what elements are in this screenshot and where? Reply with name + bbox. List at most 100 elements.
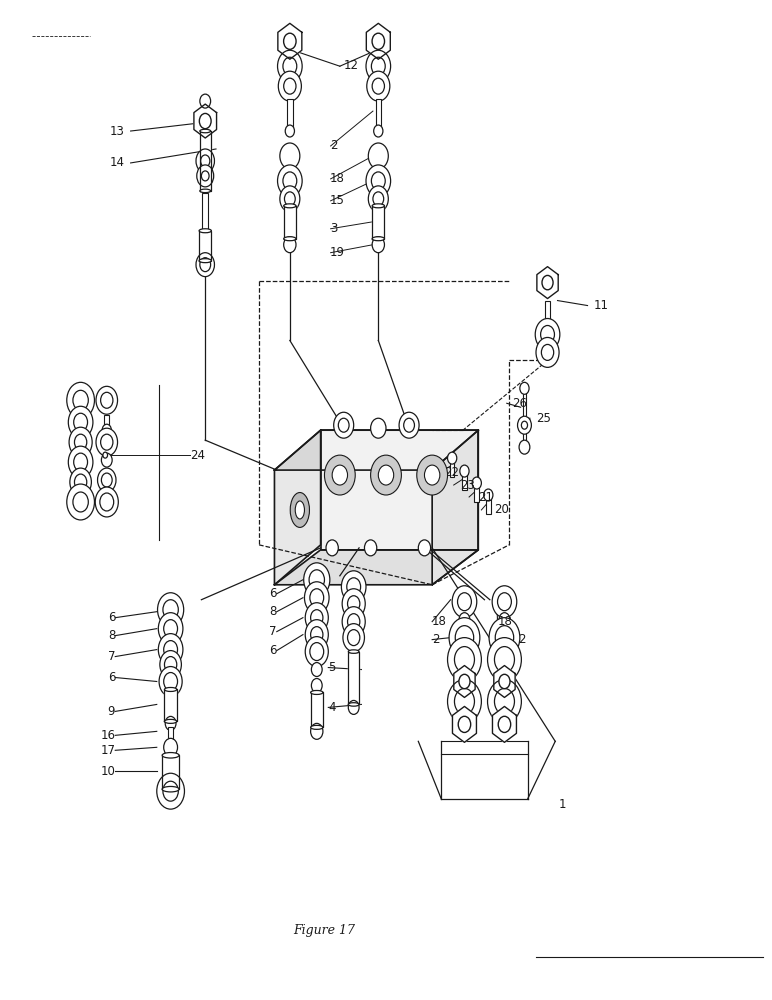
Ellipse shape: [283, 204, 296, 208]
Bar: [202, 193, 208, 231]
Text: 16: 16: [100, 729, 115, 742]
Circle shape: [368, 186, 388, 212]
Circle shape: [74, 434, 86, 450]
Circle shape: [157, 593, 184, 627]
Circle shape: [367, 71, 390, 101]
Circle shape: [521, 421, 527, 429]
Circle shape: [371, 172, 385, 190]
Circle shape: [304, 582, 329, 614]
Bar: [523, 390, 527, 445]
Ellipse shape: [348, 650, 359, 653]
Text: 7: 7: [108, 650, 115, 663]
Circle shape: [540, 325, 554, 343]
Polygon shape: [452, 706, 476, 742]
Circle shape: [102, 424, 111, 436]
Circle shape: [100, 392, 113, 408]
Circle shape: [285, 125, 294, 137]
Circle shape: [159, 667, 182, 696]
Text: 5: 5: [328, 661, 336, 674]
Circle shape: [347, 596, 360, 612]
Circle shape: [455, 688, 475, 714]
Circle shape: [488, 680, 521, 723]
Text: 13: 13: [110, 125, 124, 138]
Circle shape: [163, 781, 178, 801]
Text: Figure 17: Figure 17: [293, 924, 355, 937]
Circle shape: [164, 620, 178, 638]
Ellipse shape: [162, 786, 179, 792]
Circle shape: [283, 57, 296, 75]
Circle shape: [279, 143, 300, 169]
Circle shape: [100, 493, 113, 511]
Circle shape: [283, 237, 296, 253]
Text: 8: 8: [108, 629, 115, 642]
Polygon shape: [367, 23, 391, 59]
Polygon shape: [164, 689, 177, 721]
Circle shape: [100, 434, 113, 450]
Circle shape: [101, 453, 112, 467]
Circle shape: [371, 455, 401, 495]
Circle shape: [348, 700, 359, 714]
Circle shape: [324, 455, 355, 495]
Ellipse shape: [348, 703, 359, 706]
Circle shape: [200, 258, 211, 272]
Circle shape: [458, 593, 472, 611]
Circle shape: [73, 390, 88, 410]
Bar: [287, 99, 293, 129]
Polygon shape: [275, 430, 320, 585]
Circle shape: [164, 657, 177, 673]
Circle shape: [371, 57, 385, 75]
Circle shape: [372, 78, 384, 94]
Circle shape: [101, 473, 112, 487]
Circle shape: [495, 626, 513, 650]
Text: 12: 12: [344, 59, 359, 72]
Text: 19: 19: [330, 246, 345, 259]
Circle shape: [68, 446, 93, 478]
Circle shape: [460, 465, 469, 477]
Circle shape: [305, 603, 328, 633]
Circle shape: [448, 452, 457, 464]
Circle shape: [158, 613, 183, 645]
Circle shape: [488, 638, 521, 681]
Circle shape: [163, 600, 178, 620]
Circle shape: [73, 453, 87, 471]
Polygon shape: [348, 652, 359, 704]
Polygon shape: [493, 706, 516, 742]
Ellipse shape: [164, 687, 177, 691]
Circle shape: [425, 465, 440, 485]
Ellipse shape: [290, 493, 310, 527]
Polygon shape: [432, 430, 479, 585]
Text: 2: 2: [432, 633, 439, 646]
Text: 26: 26: [512, 397, 527, 410]
Circle shape: [283, 172, 296, 190]
Circle shape: [199, 113, 211, 129]
Circle shape: [66, 484, 94, 520]
Circle shape: [378, 465, 394, 485]
Circle shape: [374, 125, 383, 137]
Circle shape: [489, 618, 520, 658]
Text: 15: 15: [330, 194, 345, 207]
Ellipse shape: [295, 501, 304, 519]
Text: 8: 8: [269, 605, 277, 618]
Ellipse shape: [372, 237, 384, 241]
Polygon shape: [194, 104, 217, 138]
Text: 9: 9: [108, 705, 115, 718]
Circle shape: [417, 455, 448, 495]
Circle shape: [284, 192, 295, 206]
Text: 18: 18: [432, 615, 447, 628]
Polygon shape: [200, 131, 211, 191]
Text: 21: 21: [479, 491, 493, 504]
Ellipse shape: [310, 690, 323, 694]
Circle shape: [347, 578, 361, 596]
Circle shape: [196, 253, 215, 277]
Circle shape: [455, 647, 475, 673]
Circle shape: [535, 319, 560, 350]
Text: 1: 1: [559, 798, 567, 811]
Bar: [475, 485, 479, 502]
Bar: [104, 415, 109, 428]
Circle shape: [494, 688, 514, 714]
Circle shape: [311, 663, 322, 677]
Circle shape: [368, 143, 388, 169]
Circle shape: [305, 620, 328, 650]
Ellipse shape: [162, 753, 179, 758]
Circle shape: [499, 674, 510, 689]
